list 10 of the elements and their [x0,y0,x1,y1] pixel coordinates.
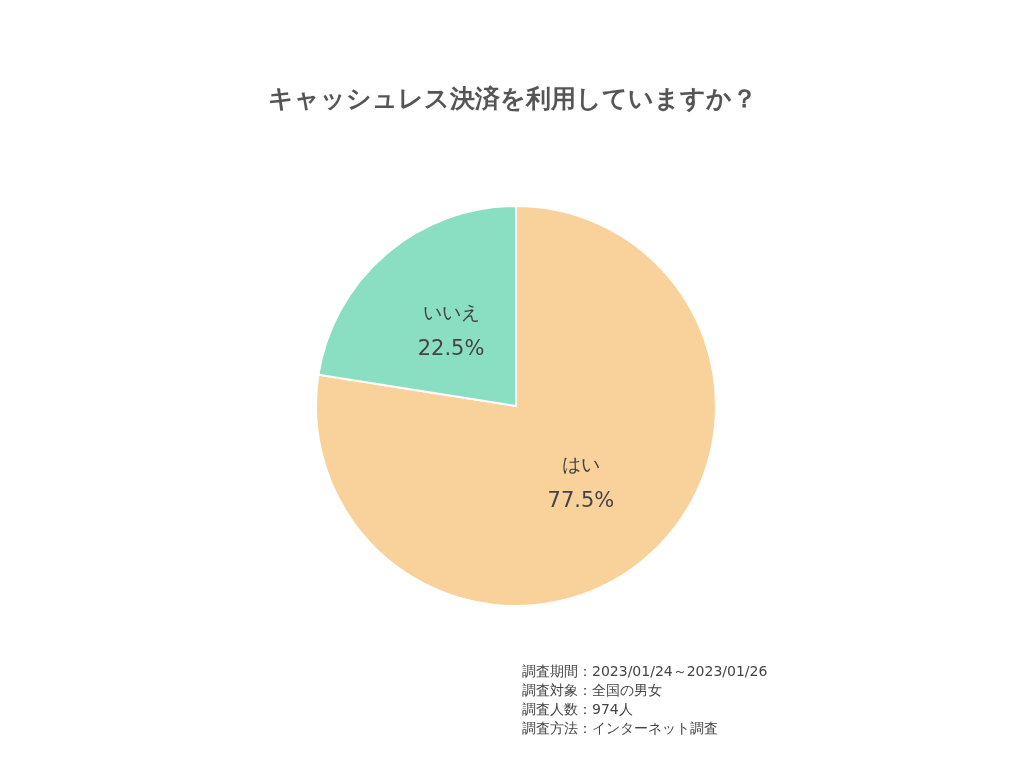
data-label: 22.5% [417,335,485,360]
slice-label: はい [561,453,600,476]
text: 調査人数：974人 [522,700,634,719]
text: 調査期間：2023/01/24～2023/01/26 [522,662,768,681]
data-label: 77.5% [547,488,615,513]
text: 調査方法：インターネット調査 [522,719,719,738]
text: 調査対象：全国の男女 [522,681,663,700]
chart-title: キャッシュレス決済を利用していますか？ [266,83,758,115]
slice-label: いいえ [422,300,480,323]
pie-slice [315,205,717,607]
